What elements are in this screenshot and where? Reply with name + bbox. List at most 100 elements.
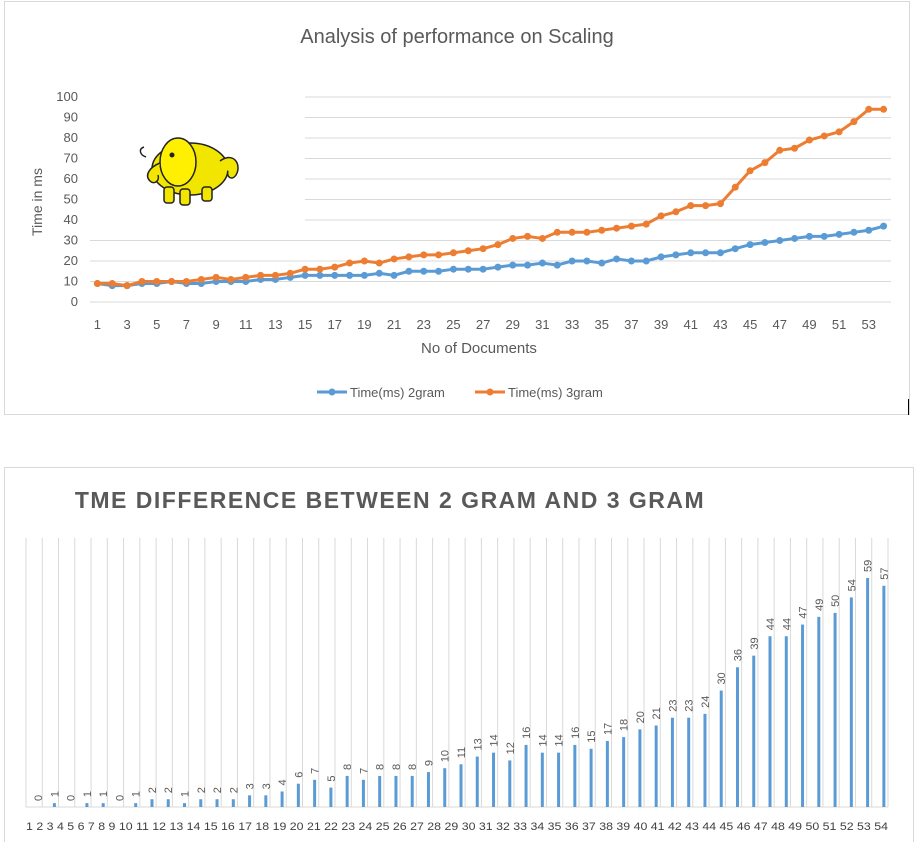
x-tick-label: 49 [802,317,816,332]
bar [85,803,89,807]
x-tick-label: 13 [268,317,282,332]
x-tick-label: 51 [832,317,846,332]
bar [622,737,626,807]
bar [784,636,788,807]
bar [540,752,544,807]
bar-data-label: 18 [619,719,631,731]
bar [215,799,219,807]
series-point [435,251,443,259]
series-point [538,234,546,242]
series-point [405,267,413,275]
bar-data-label: 20 [635,711,647,723]
x-tick-label: 17 [328,317,342,332]
series-point [524,232,532,240]
bar [849,597,853,807]
bar [687,717,691,807]
series-point [316,265,324,273]
bar-data-label: 2 [147,787,159,793]
series-point [464,247,472,255]
series-point [865,105,873,113]
bar-data-label: 9 [423,760,435,766]
bar [735,667,739,807]
bar [508,760,512,807]
bar-data-label: 21 [651,707,663,719]
series-point [657,253,665,261]
y-tick-label: 0 [71,294,78,309]
bar-chart: TME DIFFERENCE BETWEEN 2 GRAM AND 3 GRAM… [25,487,891,833]
series-point [449,249,457,257]
series-point [286,269,294,277]
series-point [642,257,650,265]
series-point [524,261,532,269]
series-point [835,128,843,136]
y-tick-label: 70 [64,151,78,166]
y-axis-title: Time in ms [29,168,45,236]
x-tick-label: 21 [387,317,401,332]
bar [459,764,463,807]
x-tick-label: 9 [212,317,219,332]
series-point [420,251,428,259]
bar-chart-panel: TME DIFFERENCE BETWEEN 2 GRAM AND 3 GRAM… [4,467,914,842]
series-line-2 [97,107,884,288]
bar [410,775,414,807]
bar [768,636,772,807]
bar [313,779,317,807]
series-point [346,259,354,267]
bar-data-label: 15 [586,731,598,743]
series-point [791,234,799,242]
x-tick-label: 37 [624,317,638,332]
x-tick-label: 7 [183,317,190,332]
bar [280,791,284,807]
bar [475,756,479,807]
bar [670,717,674,807]
x-tick-label: 29 [506,317,520,332]
series-point [716,249,724,257]
series-point [657,212,665,220]
bar-data-label: 8 [391,764,403,770]
bar [329,787,333,807]
bar [638,729,642,807]
series-point [613,255,621,263]
series-point [538,259,546,267]
bar [605,741,609,807]
bar-data-label: 8 [375,764,387,770]
series-point [390,255,398,263]
bar-data-label: 16 [570,727,582,739]
series-point [138,278,146,285]
bar [183,803,187,807]
bar-data-label: 0 [33,795,45,801]
bar-data-label: 0 [66,795,78,801]
y-tick-label: 10 [64,274,78,289]
bar-data-label: 14 [489,734,501,746]
series-point [301,265,309,273]
series-point [316,271,324,279]
bar-data-label: 24 [700,696,712,708]
bar-data-label: 2 [196,787,208,793]
y-tick-label: 60 [64,171,78,186]
series-point [687,249,695,257]
bar-data-label: 44 [765,618,777,630]
bar [703,713,707,807]
x-tick-label: 31 [535,317,549,332]
bar [752,655,756,807]
series-point [390,271,398,279]
series-point [583,228,591,236]
bar-data-label: 47 [798,606,810,618]
line-chart-panel: Analysis of performance on Scaling Time … [4,1,910,415]
bar [557,752,561,807]
series-point [850,228,858,236]
series-point [865,226,873,234]
bar-data-label: 49 [814,599,826,611]
series-point [805,232,813,240]
series-point [731,245,739,253]
x-tick-label: 53 [862,317,876,332]
bar [719,690,723,807]
series-point [553,228,561,236]
y-tick-label: 80 [64,130,78,145]
series-point [197,275,205,283]
bar [248,795,252,807]
y-tick-label: 30 [64,233,78,248]
bar-data-label: 14 [554,734,566,746]
bar-data-label: 39 [749,637,761,649]
series-point [509,234,517,242]
